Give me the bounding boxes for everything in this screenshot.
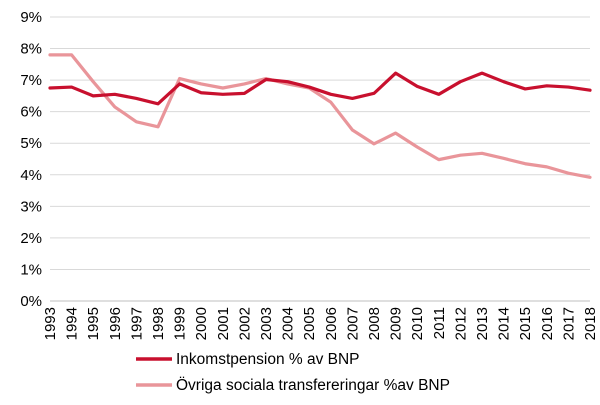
- tick-labels: 0% 1% 2% 3% 4% 5% 6% 7% 8% 9% 1993 1994 1995 1996 1997…: [20, 9, 599, 340]
- y-tick-label: 8%: [20, 41, 42, 58]
- x-tick-label: 2001: [215, 307, 232, 340]
- x-tick-label: 2006: [323, 307, 340, 340]
- x-tick-label: 2009: [388, 307, 405, 340]
- y-tick-label: 2%: [20, 230, 42, 247]
- y-tick-label: 6%: [20, 104, 42, 121]
- legend-label: Inkomstpension % av BNP: [176, 351, 360, 368]
- x-tick-label: 1997: [128, 307, 145, 340]
- x-tick-label: 2017: [560, 307, 577, 340]
- x-tick-label: 1999: [172, 307, 189, 340]
- x-tick-label: 1994: [64, 307, 81, 340]
- x-tick-label: 2012: [452, 307, 469, 340]
- x-tick-label: 2002: [236, 307, 253, 340]
- x-tick-label: 2008: [366, 307, 383, 340]
- y-tick-label: 9%: [20, 9, 42, 26]
- x-tick-label: 2011: [431, 307, 448, 339]
- x-tick-label: 2000: [193, 307, 210, 340]
- y-tick-label: 4%: [20, 167, 42, 184]
- y-tick-label: 7%: [20, 72, 42, 89]
- x-tick-label: 2016: [539, 307, 556, 340]
- x-tick-label: 2005: [301, 307, 318, 340]
- x-tick-label: 2015: [517, 307, 534, 340]
- x-tick-label: 1998: [150, 307, 167, 340]
- x-tick-label: 1996: [107, 307, 124, 340]
- x-tick-label: 2003: [258, 307, 275, 340]
- series-lines: [48, 53, 592, 179]
- x-tick-label: 2007: [344, 307, 361, 340]
- series-line: [48, 71, 592, 106]
- x-tick-label: 2014: [496, 307, 513, 340]
- x-tick-label: 2004: [280, 307, 297, 340]
- x-tick-label: 2010: [409, 307, 426, 340]
- y-tick-label: 1%: [20, 261, 42, 278]
- legend: Inkomstpension % av BNP Övriga sociala tr…: [136, 351, 450, 394]
- x-tick-label: 1993: [42, 307, 59, 340]
- series-line: [48, 53, 592, 179]
- x-tick-label: 2013: [474, 307, 491, 340]
- x-tick-label: 2018: [582, 307, 599, 340]
- y-tick-label: 5%: [20, 135, 42, 152]
- gridlines: [50, 16, 590, 302]
- y-tick-label: 3%: [20, 198, 42, 215]
- x-tick-label: 1995: [85, 307, 102, 340]
- y-tick-label: 0%: [20, 293, 42, 310]
- legend-label: Övriga sociala transfereringar %av BNP: [176, 376, 450, 394]
